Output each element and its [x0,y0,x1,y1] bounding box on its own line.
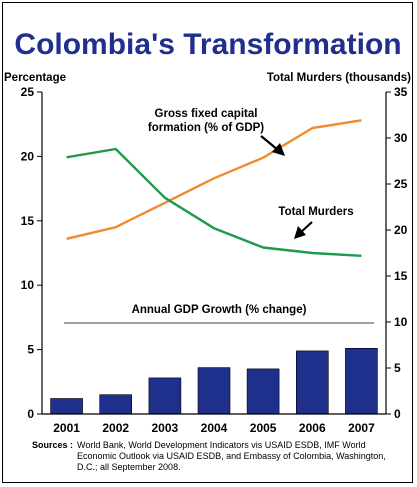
right-tick-label: 0 [394,407,401,421]
x-tick-label-2006: 2006 [299,421,326,435]
gdp-bar-2007 [345,347,378,415]
murders-line [66,147,362,257]
murders-arrow-icon [294,221,313,239]
gdp-bars [50,347,378,415]
x-tick-label-2001: 2001 [53,421,80,435]
left-tick-labels: 0 5 10 15 20 25 [21,85,35,421]
gfcf-line [66,119,362,240]
left-axis-label: Percentage [4,72,66,84]
x-tick-labels: 2001 2002 2003 2004 2005 2006 2007 [53,421,375,435]
left-tick-label: 15 [21,214,35,228]
left-tick-label: 5 [27,343,34,357]
sources-text: World Bank, World Development Indicators… [77,440,386,472]
gfcf-annotation-line2: formation (% of GDP) [148,122,264,134]
gfcf-arrow-icon [260,135,285,156]
chart-title: Colombia's Transformation [14,28,401,61]
gdp-bar-2004 [197,367,231,415]
gdp-bar-2006 [295,350,329,415]
gdp-annotation: Annual GDP Growth (% change) [132,304,307,316]
right-tick-label: 10 [394,315,408,329]
right-axis-label: Total Murders (thousands) [267,72,411,84]
gdp-bar-2003 [148,377,182,415]
left-tick-label: 10 [21,278,35,292]
right-tick-label: 5 [394,361,401,375]
left-tick-label: 0 [27,407,34,421]
left-tick-label: 20 [21,149,35,163]
sources-heading: Sources : [32,440,74,450]
murders-annotation: Total Murders [278,206,353,218]
series-lines [66,119,362,257]
gdp-bar-2005 [246,368,280,415]
gdp-bar-2001 [50,398,83,415]
gfcf-annotation-line1: Gross fixed capital [155,108,258,120]
x-tick-label-2004: 2004 [201,421,228,435]
axes [37,91,391,415]
x-tick-label-2005: 2005 [250,421,277,435]
x-tick-label-2002: 2002 [102,421,129,435]
x-tick-label-2003: 2003 [152,421,179,435]
right-tick-label: 15 [394,269,408,283]
sources-note: Sources : World Bank, World Development … [32,440,407,473]
right-tick-label: 35 [394,85,408,99]
right-tick-label: 25 [394,177,408,191]
x-tick-label-2007: 2007 [348,421,375,435]
right-tick-label: 20 [394,223,408,237]
right-tick-labels: 0 5 10 15 20 25 30 35 [394,85,408,421]
gdp-bar-2002 [99,394,132,415]
right-tick-label: 30 [394,131,408,145]
left-tick-label: 25 [21,85,35,99]
